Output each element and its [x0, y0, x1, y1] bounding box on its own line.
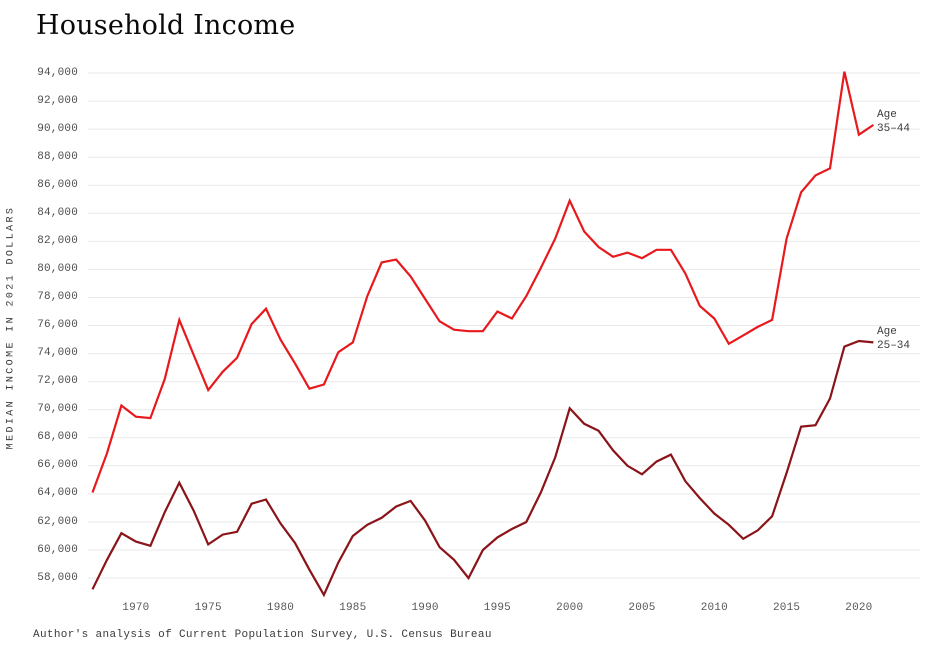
y-tick-label: 94,000 — [37, 66, 78, 79]
y-tick-label: 60,000 — [37, 543, 78, 556]
y-tick-label: 58,000 — [37, 571, 78, 584]
line-age-35-44 — [91, 71, 875, 493]
source-note: Author's analysis of Current Population … — [33, 629, 492, 641]
y-tick-label: 86,000 — [37, 178, 78, 191]
x-tick-label: 1995 — [483, 602, 511, 614]
y-tick-label: 90,000 — [37, 122, 78, 135]
series-label-line: Age — [877, 108, 897, 121]
y-tick-label: 62,000 — [37, 515, 78, 528]
x-tick-label: 2000 — [556, 602, 584, 614]
y-tick-label: 80,000 — [37, 262, 78, 275]
series-label-line: 25–34 — [877, 340, 911, 353]
x-tick-label: 2010 — [700, 602, 728, 614]
x-tick-label: 1985 — [339, 602, 367, 614]
x-tick-label: 2015 — [772, 602, 801, 614]
y-tick-label: 66,000 — [37, 459, 78, 472]
x-tick-label: 1990 — [411, 602, 439, 614]
y-tick-label: 88,000 — [37, 150, 78, 163]
series-label-age-35-44: Age 35–44 — [877, 108, 910, 136]
x-tick-label: 1970 — [122, 602, 150, 614]
y-tick-label: 68,000 — [37, 431, 78, 444]
y-tick-label: 84,000 — [37, 206, 78, 219]
y-tick-label: 78,000 — [37, 291, 78, 303]
y-tick-label: 70,000 — [37, 403, 78, 416]
y-tick-label: 74,000 — [37, 347, 78, 360]
x-tick-label: 1980 — [266, 602, 295, 614]
y-tick-label: 92,000 — [37, 94, 78, 107]
line-age-25-34 — [91, 339, 874, 598]
page-title: Household Income — [36, 10, 296, 41]
y-tick-label: 76,000 — [37, 319, 78, 331]
series-label-age-25-34: Age 25–34 — [877, 325, 910, 353]
series-label-line: Age — [877, 326, 897, 339]
series-label-line: 35–44 — [877, 122, 911, 135]
x-tick-label: 2005 — [628, 602, 656, 614]
y-tick-label: 64,000 — [37, 487, 78, 500]
x-tick-label: 2020 — [845, 602, 873, 614]
y-tick-label: 82,000 — [37, 234, 78, 247]
y-tick-label: 72,000 — [37, 375, 78, 388]
x-tick-label: 1975 — [194, 602, 222, 614]
